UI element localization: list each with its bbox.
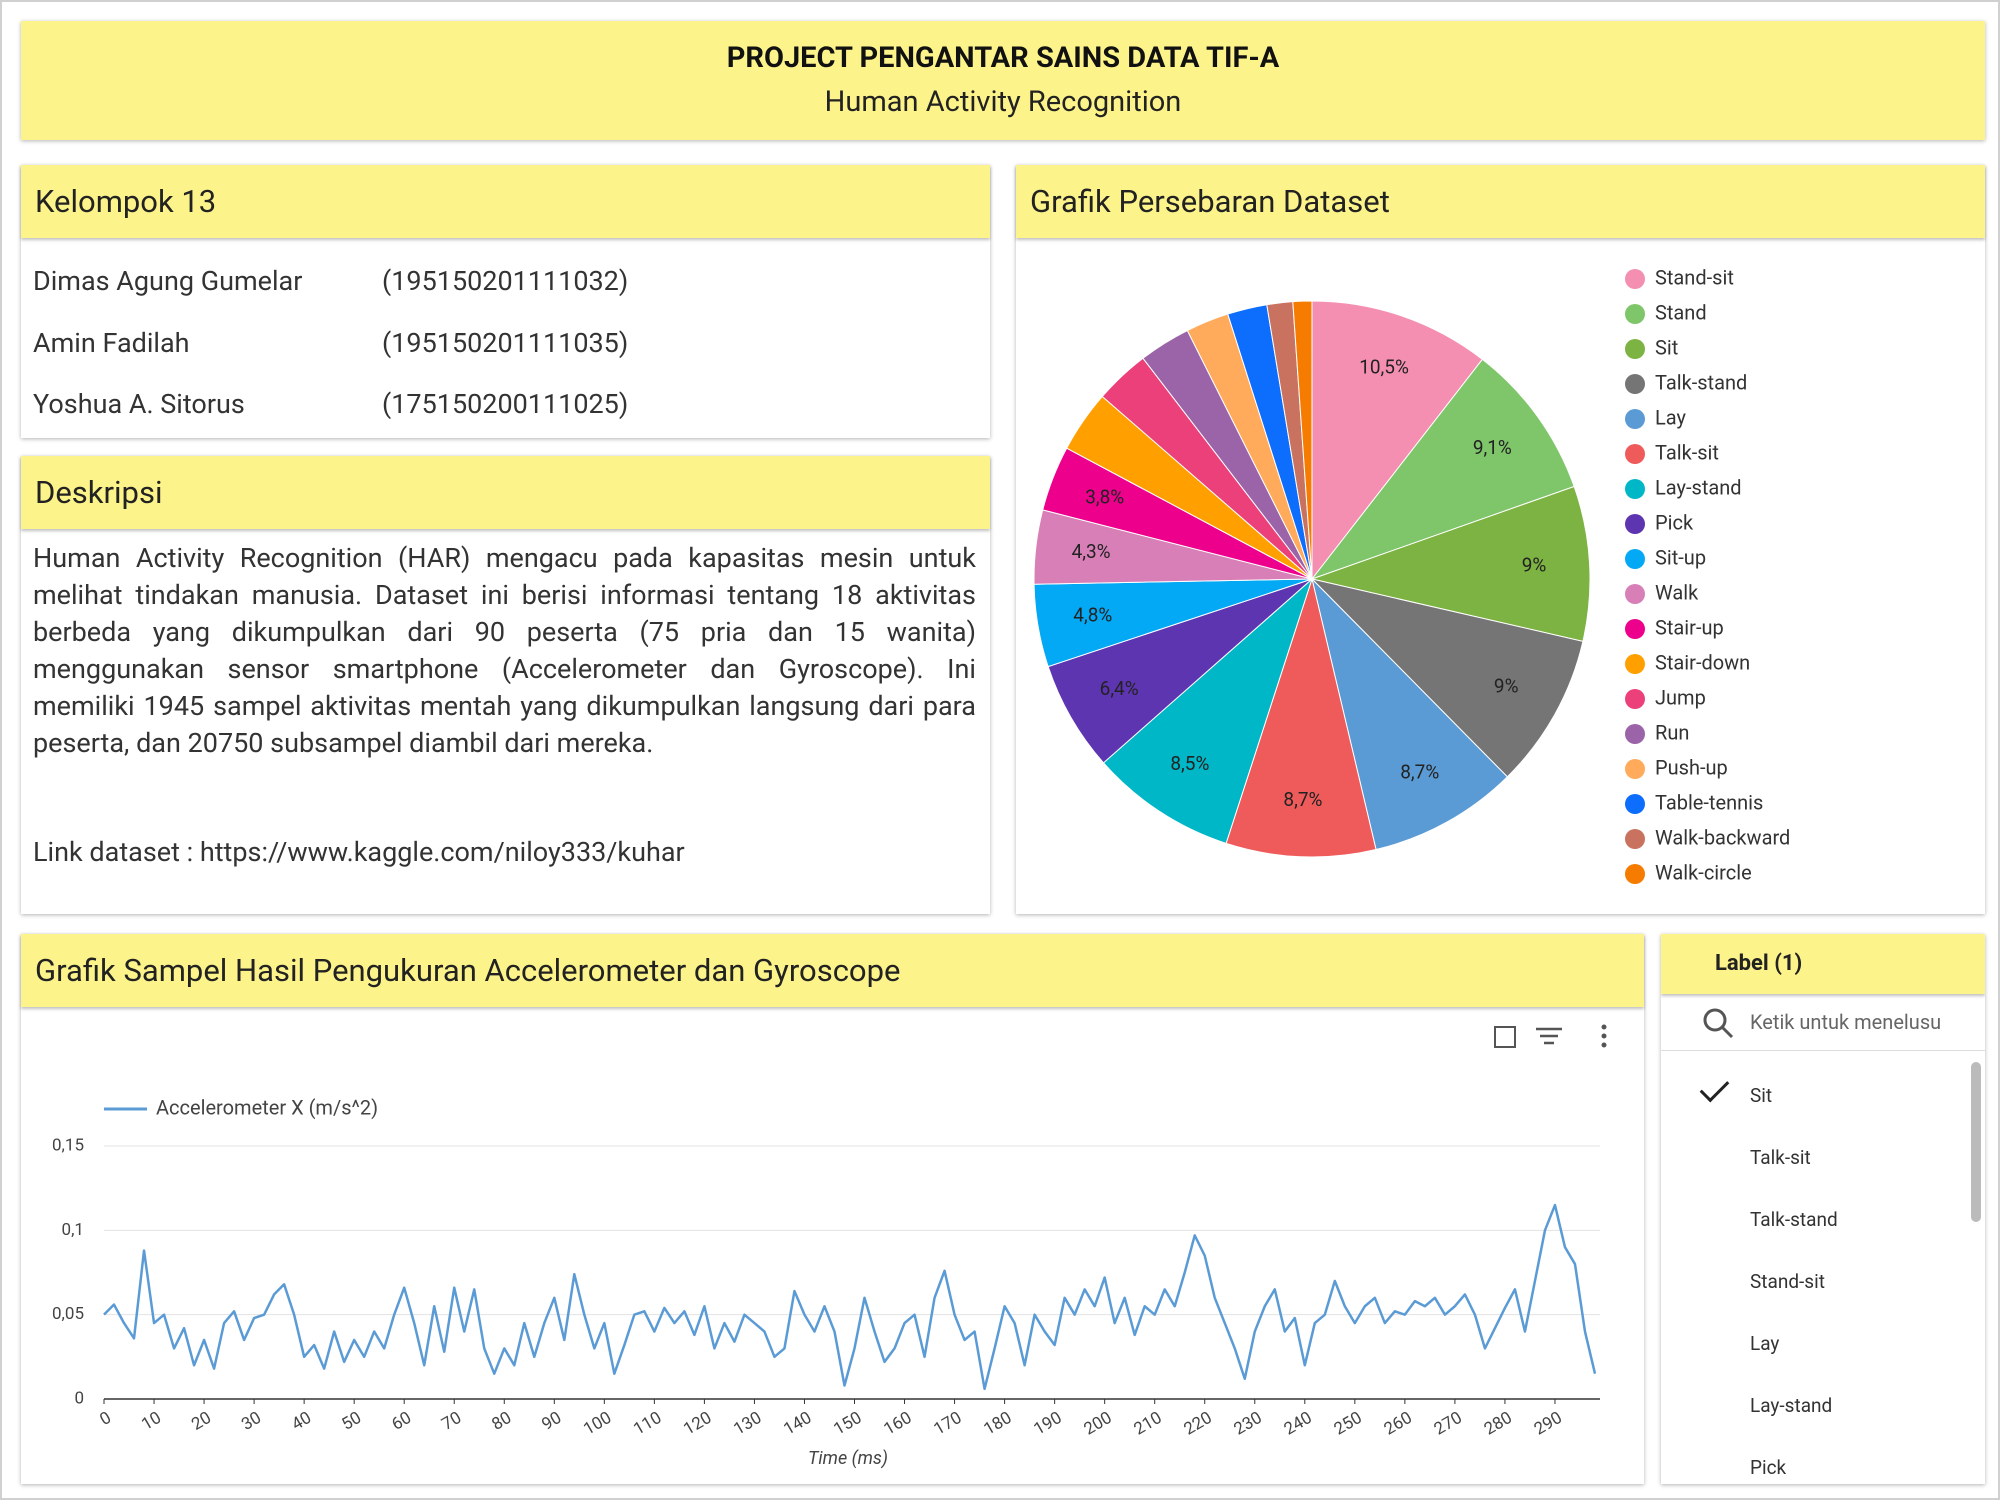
panel-title: Kelompok 13 [21, 165, 990, 238]
check-mark [1699, 1072, 1730, 1103]
description-text: Human Activity Recognition (HAR) mengacu… [33, 542, 976, 759]
dataset-link[interactable]: Link dataset : https://www.kaggle.com/ni… [33, 836, 685, 868]
scrollbar [1971, 1062, 1981, 1222]
title: PROJECT PENGANTAR SAINS DATA TIF-A [726, 41, 1280, 75]
description-panel: Deskripsi Human Activity Recognition (HA… [21, 456, 990, 914]
panel-title: Grafik Persebaran Dataset [1016, 165, 1985, 238]
panel-title: Deskripsi [21, 456, 990, 529]
member-name: Dimas Agung Gumelar [33, 265, 303, 297]
subtitle: Human Activity Recognition [824, 85, 1182, 119]
header: PROJECT PENGANTAR SAINS DATA TIF-A Human… [21, 21, 1985, 140]
line-panel: Grafik Sampel Hasil Pengukuran Accelerom… [21, 934, 1644, 1484]
panel-title: Grafik Sampel Hasil Pengukuran Accelerom… [21, 934, 1644, 1007]
member-name: Amin Fadilah [33, 327, 190, 359]
search-placeholder: Ketik untuk menelusu [1750, 1010, 1942, 1034]
filter-item[interactable]: Talk-sit [1750, 1146, 1811, 1169]
group-panel: Kelompok 13 Dimas Agung Gumelar (1951502… [21, 165, 990, 438]
filter-title: Label (1) [1661, 934, 1985, 994]
pie-panel: Grafik Persebaran Dataset [1016, 165, 1985, 914]
member-id: (175150200111025) [382, 388, 629, 420]
filter-item[interactable]: Lay-stand [1750, 1394, 1833, 1417]
filter-item[interactable]: Stand-sit [1750, 1270, 1825, 1293]
filter-panel: Label (1) Ketik untuk menelusu Sit Talk-s… [1661, 934, 1985, 1484]
filter-item[interactable]: Pick [1750, 1456, 1787, 1479]
member-id: (195150201111032) [382, 265, 629, 297]
search-icon [1703, 1008, 1734, 1039]
filter-item[interactable]: Talk-stand [1750, 1208, 1838, 1231]
filter-item[interactable]: Sit [1750, 1084, 1773, 1107]
filter-item[interactable]: Lay [1750, 1332, 1780, 1355]
member-name: Yoshua A. Sitorus [33, 388, 245, 420]
member-id: (195150201111035) [382, 327, 629, 359]
search-box[interactable]: Ketik untuk menelusu [1661, 994, 1985, 1051]
